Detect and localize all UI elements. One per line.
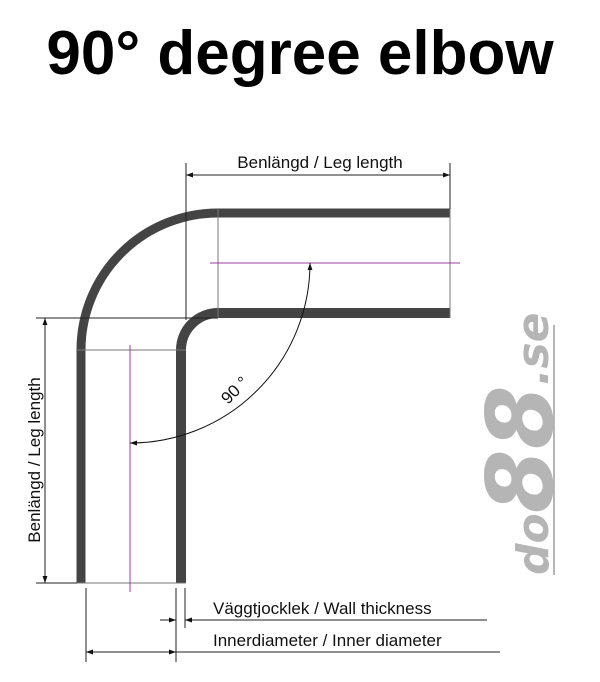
svg-text:do88.se: do88.se (467, 312, 574, 575)
leg-length-side-label: Benlängd / Leg length (25, 377, 44, 542)
angle-label: 90 ° (217, 373, 252, 408)
do88-logo: do88.se (467, 312, 574, 575)
outer-wall (76, 208, 450, 583)
bottom-dimensions (85, 588, 500, 662)
pipe-end-lines (77, 209, 451, 584)
top-dimension (185, 163, 451, 320)
angle-arc (129, 262, 313, 446)
leg-length-top-label: Benlängd / Leg length (237, 153, 402, 172)
pipe-outline (76, 208, 450, 583)
diagram-title: 90° degree elbow (46, 19, 554, 88)
wall-thickness-label: Väggtjocklek / Wall thickness (213, 599, 432, 618)
inner-wall (176, 308, 450, 583)
inner-diameter-label: Innerdiameter / Inner diameter (213, 631, 442, 650)
side-dimension (36, 317, 218, 584)
